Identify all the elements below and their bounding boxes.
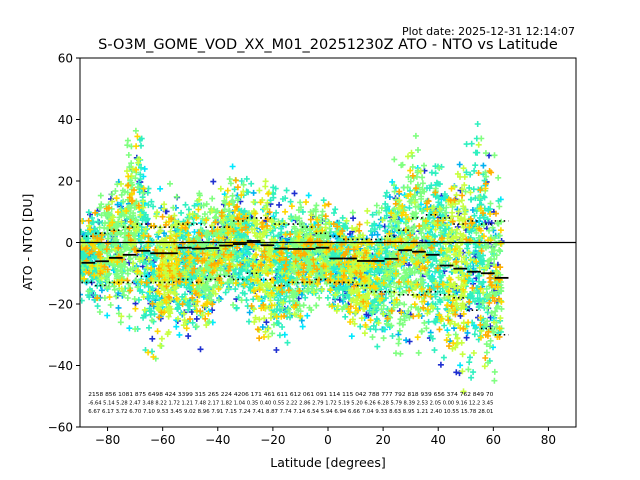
y-tick-label: 0 — [65, 236, 73, 250]
annotation-row: 6.67 6.17 3.72 6.70 7.10 9.53 3.45 9.02 … — [88, 409, 493, 415]
y-tick-label: 40 — [58, 113, 73, 127]
statistics-overlay — [80, 214, 576, 336]
annotation-row: -6.64 5.14 5.28 2.47 3.48 8.22 1.72 1.21… — [88, 401, 494, 407]
scatter-points — [80, 121, 505, 395]
x-tick-label: 0 — [324, 433, 332, 447]
annotation-row: 2158 856 1081 875 6498 424 3399 315 265 … — [88, 392, 494, 398]
x-tick-label: 80 — [541, 433, 556, 447]
y-tick-label: 20 — [58, 175, 73, 189]
x-tick-label: 60 — [486, 433, 501, 447]
x-tick-label: 40 — [431, 433, 446, 447]
chart-title: S-O3M_GOME_VOD_XX_M01_20251230Z ATO - NT… — [98, 37, 558, 53]
y-axis-label: ATO - NTO [DU] — [20, 194, 35, 291]
bin-annotations: 2158 856 1081 875 6498 424 3399 315 265 … — [88, 392, 494, 415]
x-tick-label: 20 — [375, 433, 390, 447]
y-tick-label: −40 — [48, 359, 73, 373]
x-tick-label: −60 — [150, 433, 175, 447]
scatter-series-7 — [82, 168, 504, 361]
x-tick-label: −40 — [205, 433, 230, 447]
y-tick-label: 60 — [58, 52, 73, 66]
x-tick-label: −80 — [95, 433, 120, 447]
y-tick-label: −60 — [48, 421, 73, 435]
y-tick-label: −20 — [48, 298, 73, 312]
axis-ticks: −80 −60 −40 −20 0 20 40 60 80 −60 −40 −20 0 20 40 60 — [48, 52, 556, 448]
x-axis-label: Latitude [degrees] — [270, 455, 386, 470]
x-tick-label: −20 — [260, 433, 285, 447]
plot-date: Plot date: 2025-12-31 12:14:07 — [402, 25, 575, 38]
